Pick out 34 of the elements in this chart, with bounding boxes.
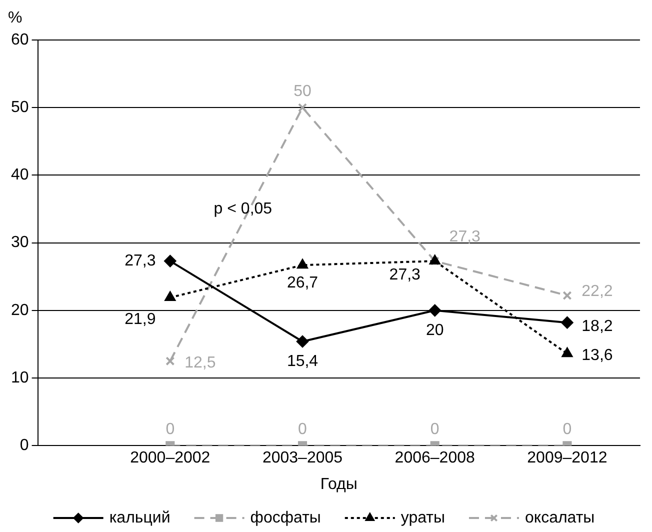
x-tick-label: 2000–2002 xyxy=(130,450,210,467)
data-label: 15,4 xyxy=(286,352,318,370)
annotation: p < 0,05 xyxy=(214,200,272,218)
data-label: 27,3 xyxy=(124,252,156,270)
data-label: 0 xyxy=(298,421,308,438)
y-axis-title: % xyxy=(8,9,22,26)
data-label: 27,3 xyxy=(449,228,481,246)
y-tick-label: 40 xyxy=(11,166,29,184)
data-label: 20 xyxy=(426,322,444,339)
data-label: 0 xyxy=(430,421,440,438)
data-label: 21,9 xyxy=(124,310,156,328)
data-label: 27,3 xyxy=(389,266,421,284)
x-tick-label: 2006–2008 xyxy=(394,450,475,467)
legend-label: кальций xyxy=(109,509,170,526)
legend-label: фосфаты xyxy=(250,509,321,526)
x-tick-label: 2003–2005 xyxy=(262,450,343,467)
data-label: 13,6 xyxy=(582,347,613,364)
x-axis-title: Годы xyxy=(320,476,358,493)
data-label: 0 xyxy=(166,421,175,438)
y-tick-label: 60 xyxy=(11,31,29,48)
legend-label: ураты xyxy=(400,509,445,526)
y-tick-label: 10 xyxy=(11,369,29,386)
y-tick-label: 0 xyxy=(20,437,29,454)
x-tick-label: 2009–2012 xyxy=(527,450,608,467)
data-label: 12,5 xyxy=(184,354,216,372)
y-tick-label: 50 xyxy=(11,99,29,116)
data-label: 18,2 xyxy=(582,318,613,335)
data-label: 50 xyxy=(294,83,312,100)
data-label: 22,2 xyxy=(582,282,613,300)
legend-label: оксалаты xyxy=(524,509,595,526)
y-tick-label: 20 xyxy=(11,302,29,319)
data-label: 26,7 xyxy=(286,274,318,292)
data-label: 0 xyxy=(562,421,572,438)
y-tick-label: 30 xyxy=(11,234,29,252)
